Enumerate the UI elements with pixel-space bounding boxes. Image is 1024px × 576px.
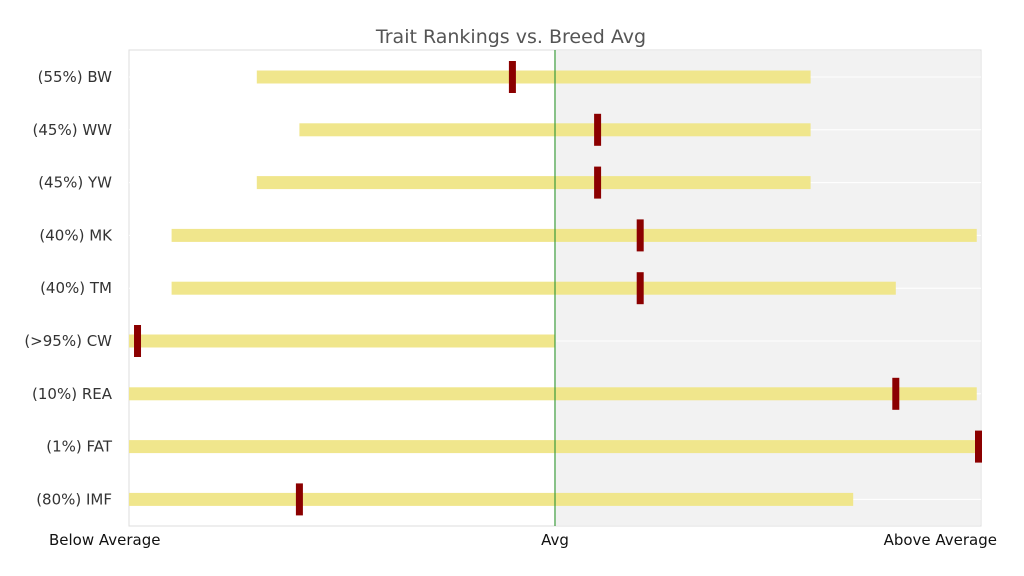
- x-axis-labels: Below Average Avg Above Average: [49, 531, 997, 549]
- range-bars: [129, 70, 981, 506]
- x-tick-label: Avg: [541, 531, 569, 549]
- trait-label: (1%) FAT: [46, 438, 113, 456]
- trait-label: (10%) REA: [32, 385, 113, 403]
- range-bar: [129, 492, 854, 506]
- range-bar: [256, 70, 811, 84]
- trait-marker: [594, 113, 602, 146]
- trait-marker: [594, 166, 602, 199]
- y-axis-labels: (55%) BW (45%) WW (45%) YW (40%) MK (40%) TM…: [24, 68, 113, 508]
- range-bar: [129, 334, 555, 348]
- range-bar: [171, 228, 977, 242]
- trait-label: (45%) WW: [33, 121, 113, 139]
- range-bar: [171, 281, 896, 295]
- x-tick-label: Above Average: [884, 531, 997, 549]
- trait-label: (80%) IMF: [36, 490, 112, 508]
- trait-label: (>95%) CW: [24, 332, 112, 350]
- trait-marker: [295, 483, 303, 516]
- trait-label: (40%) MK: [39, 226, 113, 244]
- trait-label: (55%) BW: [38, 68, 113, 86]
- range-bar: [256, 176, 811, 190]
- trait-label: (45%) YW: [38, 174, 112, 192]
- trait-marker: [636, 219, 644, 252]
- trait-label: (40%) TM: [40, 279, 112, 297]
- trait-marker: [892, 377, 900, 410]
- chart-title: Trait Rankings vs. Breed Avg: [375, 26, 646, 48]
- trait-marker: [636, 272, 644, 305]
- range-bar: [129, 387, 977, 401]
- trait-markers: [134, 61, 982, 516]
- x-tick-label: Below Average: [49, 531, 161, 549]
- trait-marker: [134, 325, 142, 357]
- trait-marker: [975, 430, 982, 463]
- trait-marker: [508, 61, 516, 93]
